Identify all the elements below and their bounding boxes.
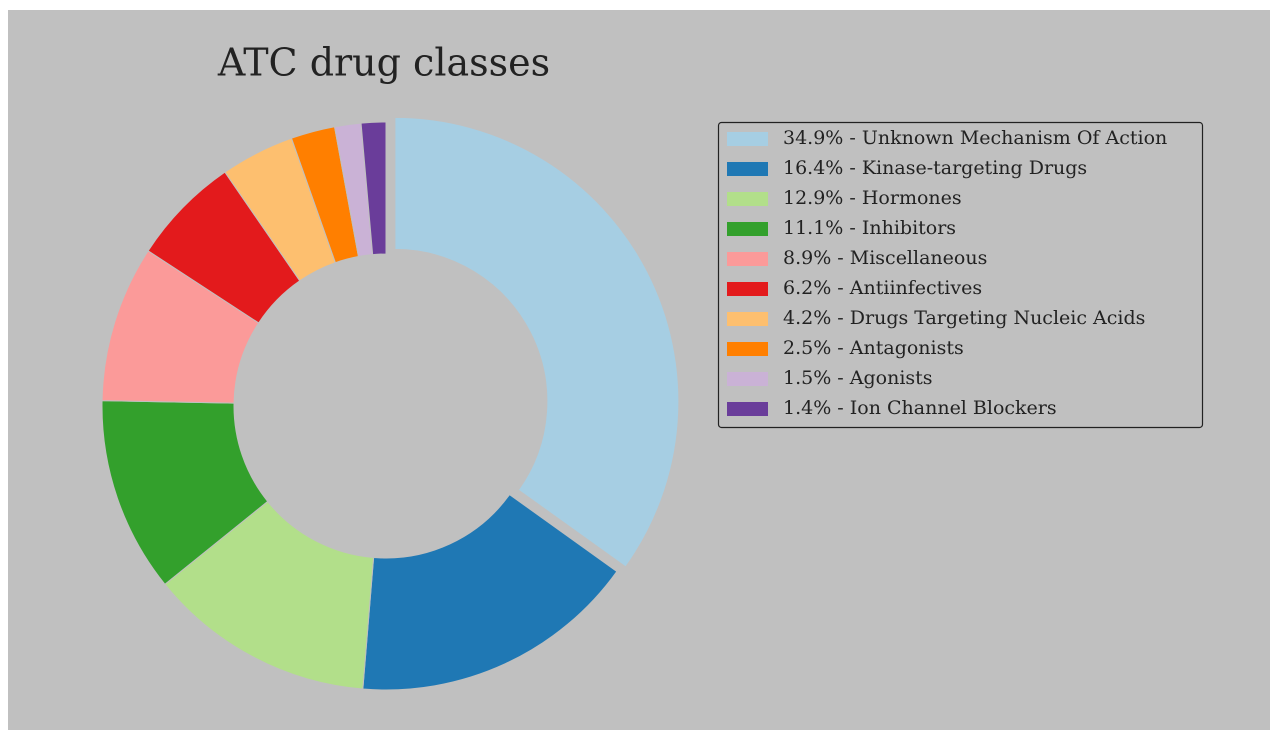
legend-label: 12.9% - Hormones (783, 187, 962, 209)
legend-label: 8.9% - Miscellaneous (783, 247, 987, 269)
legend-label: 4.2% - Drugs Targeting Nucleic Acids (783, 307, 1145, 329)
legend-swatch (727, 372, 768, 386)
donut-wedge (394, 116, 680, 568)
legend-swatch (727, 222, 768, 236)
donut-wedge (362, 493, 618, 691)
legend-label: 6.2% - Antiinfectives (783, 277, 982, 299)
legend-swatch (727, 282, 768, 296)
legend-swatch (727, 342, 768, 356)
legend-label: 1.5% - Agonists (783, 367, 933, 389)
legend-swatch (727, 252, 768, 266)
legend-label: 34.9% - Unknown Mechanism Of Action (783, 127, 1167, 149)
legend-swatch (727, 192, 768, 206)
donut-wedge (360, 121, 387, 256)
donut-wedge (164, 500, 375, 690)
legend-box (717, 121, 1204, 429)
legend-label: 1.4% - Ion Channel Blockers (783, 397, 1057, 419)
legend-label: 16.4% - Kinase-targeting Drugs (783, 157, 1087, 179)
chart-title: ATC drug classes (217, 41, 550, 85)
legend-label: 11.1% - Inhibitors (783, 217, 956, 239)
legend-label: 2.5% - Antagonists (783, 337, 964, 359)
legend-swatch (727, 132, 768, 146)
legend-swatch (727, 162, 768, 176)
legend-swatch (727, 402, 768, 416)
legend-swatch (727, 312, 768, 326)
